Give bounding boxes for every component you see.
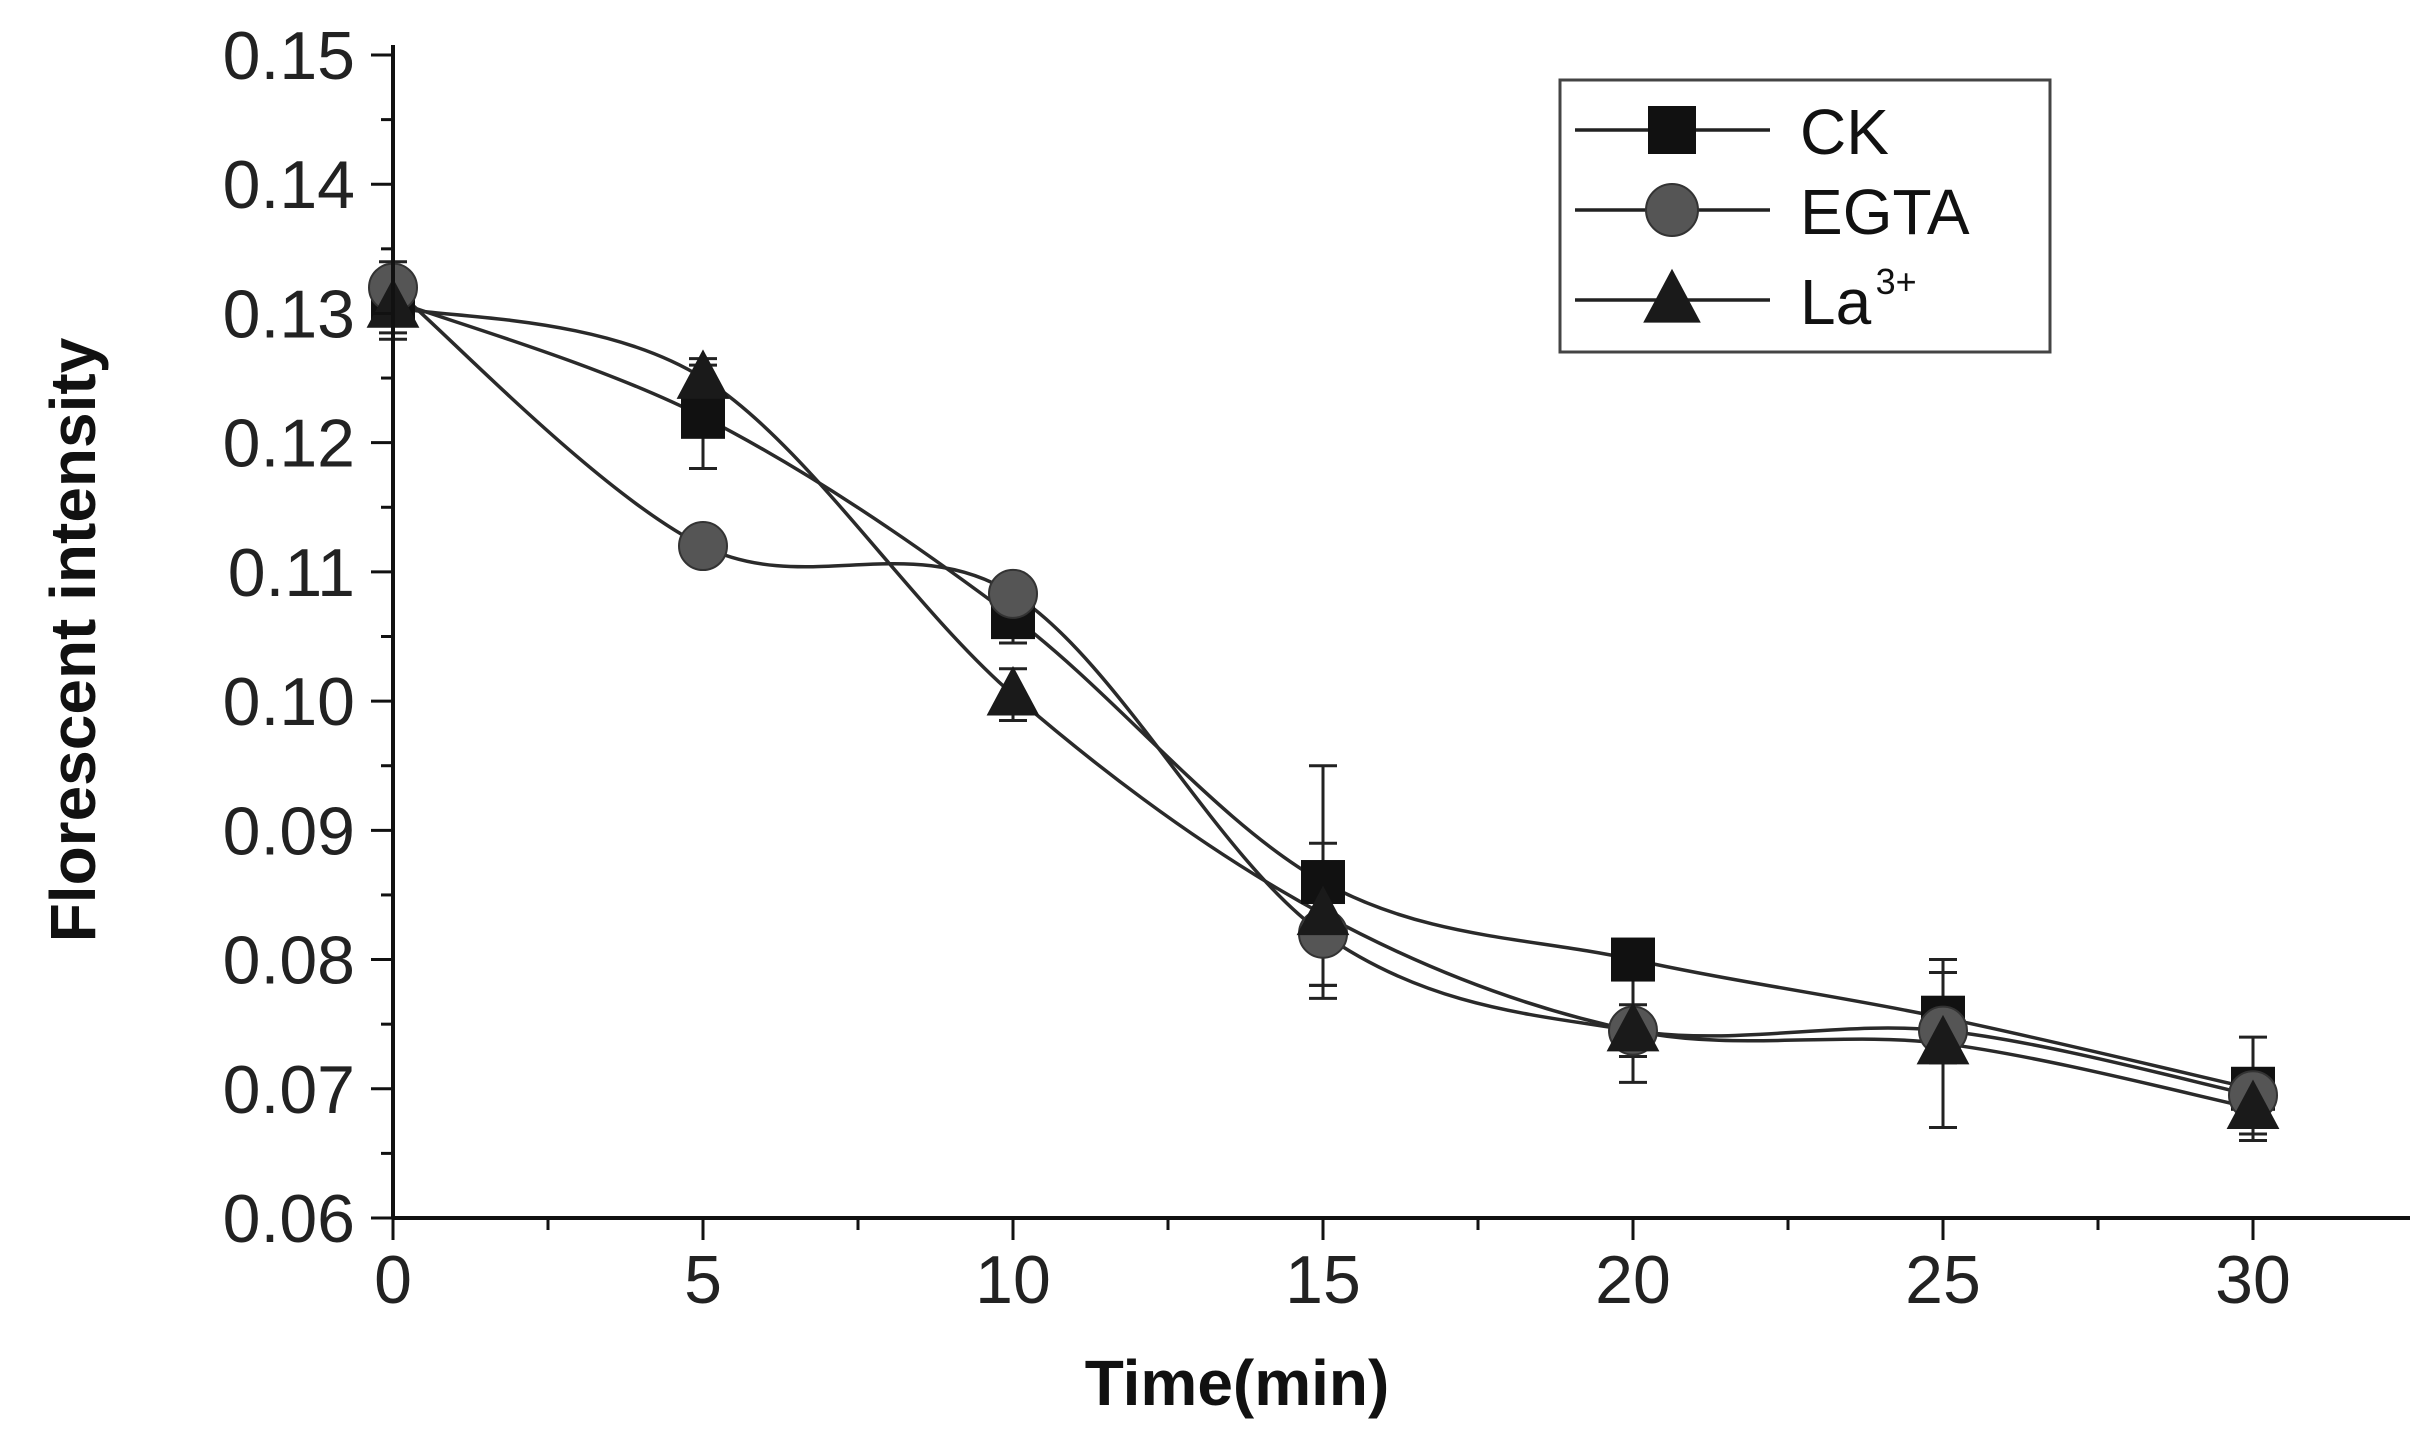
x-tick-label: 5 [684, 1242, 722, 1318]
data-point-la [1296, 885, 1350, 936]
y-tick-label: 0.13 [223, 276, 355, 352]
y-tick-label: 0.06 [223, 1181, 355, 1257]
legend-box [1558, 78, 2052, 354]
y-tick-label: 0.08 [223, 923, 355, 999]
data-point-ck [681, 394, 725, 439]
x-tick-label: 25 [1905, 1242, 1981, 1318]
x-tick-label: 10 [975, 1242, 1051, 1318]
x-axis-title: Time(min) [1085, 1347, 1390, 1419]
axes-layer [391, 45, 2410, 1220]
data-point-egta [678, 521, 728, 572]
markers-layer [366, 262, 2280, 1129]
legend-label-ck: CK [1800, 96, 1889, 168]
x-tick-label: 0 [374, 1242, 412, 1318]
legend-items: CK EGTA La 3+ [1575, 96, 1970, 338]
data-point-la [2226, 1079, 2280, 1129]
data-point-la [986, 666, 1040, 716]
legend-marker-ck [1648, 106, 1696, 154]
y-axis-title: Florescent intensity [37, 337, 109, 942]
y-ticks-layer: 0.06 0.07 0.08 0.09 0.10 0.11 0.12 0.13 0.14 0.15 [223, 18, 393, 1257]
x-tick-label: 30 [2215, 1242, 2291, 1318]
data-point-la [1916, 1014, 1970, 1065]
x-tick-label: 20 [1595, 1242, 1671, 1318]
x-ticks-layer: 0 5 10 15 20 25 30 [374, 1218, 2291, 1318]
legend-label-egta: EGTA [1800, 176, 1970, 248]
legend-marker-la [1643, 268, 1701, 323]
legend-label-superscript: 3+ [1876, 261, 1917, 302]
data-point-la [1606, 1001, 1660, 1052]
legend-marker-egta [1645, 183, 1699, 237]
y-tick-label: 0.12 [223, 406, 355, 482]
y-tick-label: 0.09 [223, 793, 355, 869]
data-point-egta [988, 568, 1038, 619]
legend: CK EGTA La 3+ [1558, 78, 2052, 354]
legend-label-la: La [1800, 266, 1872, 338]
y-tick-label: 0.15 [223, 18, 355, 94]
data-point-ck [1611, 937, 1655, 982]
y-tick-label: 0.10 [223, 664, 355, 740]
y-tick-label: 0.11 [228, 535, 355, 611]
y-tick-label: 0.14 [223, 147, 355, 223]
y-tick-label: 0.07 [223, 1052, 355, 1128]
data-point-la [676, 349, 730, 399]
x-tick-label: 15 [1285, 1242, 1361, 1318]
